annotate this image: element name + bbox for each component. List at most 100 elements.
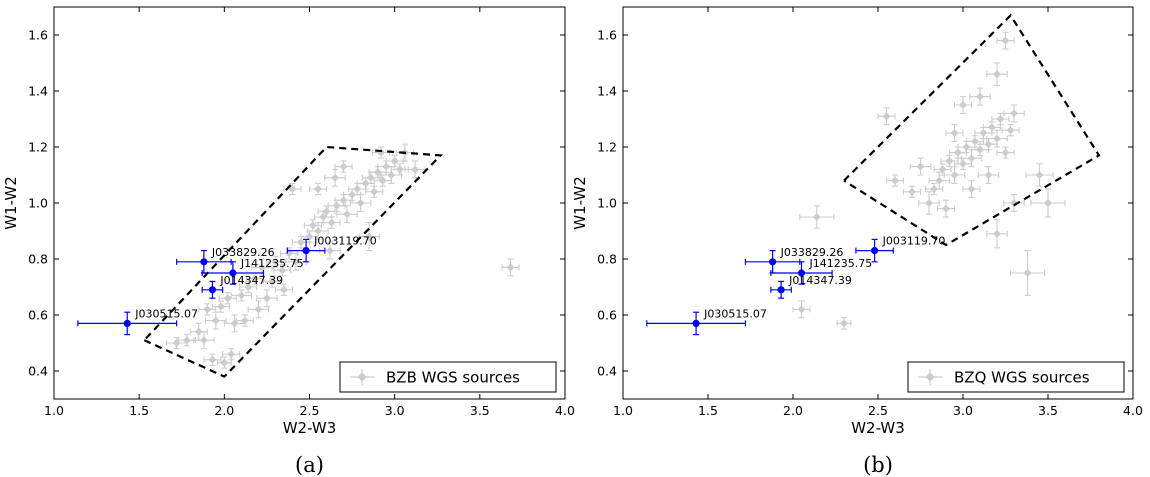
data-point	[953, 148, 962, 157]
data-point	[208, 355, 217, 364]
data-point	[244, 283, 253, 291]
data-point	[182, 336, 191, 345]
data-point	[382, 162, 391, 171]
data-point	[319, 213, 328, 221]
data-point	[891, 176, 899, 185]
data-point	[930, 185, 939, 193]
data-point	[1001, 36, 1010, 45]
y-tick-label: 1.2	[597, 140, 617, 155]
data-point	[123, 319, 131, 327]
data-point	[291, 257, 300, 266]
axes-frame	[53, 6, 566, 400]
y-tick-label: 1.6	[28, 28, 48, 43]
data-point	[984, 140, 993, 149]
data-point	[506, 263, 515, 272]
point-label: J030515.07	[134, 307, 198, 320]
data-point	[302, 247, 310, 255]
data-point	[237, 291, 246, 300]
x-axis-label: W2-W3	[851, 419, 905, 437]
x-tick-label: 1.5	[129, 403, 149, 418]
x-tick-label: 1.0	[613, 403, 633, 418]
data-point	[976, 92, 984, 101]
data-point	[314, 227, 323, 235]
y-tick-label: 0.4	[597, 364, 617, 379]
data-point	[1001, 148, 1010, 157]
data-point	[339, 162, 348, 171]
x-tick-label: 1.0	[44, 403, 64, 418]
x-tick-label: 3.5	[470, 403, 490, 418]
x-tick-label: 3.0	[953, 403, 973, 418]
y-tick-label: 1.0	[28, 196, 48, 211]
data-point	[967, 154, 976, 163]
data-point	[797, 269, 806, 277]
data-point	[331, 173, 340, 182]
data-point	[366, 173, 375, 182]
data-point	[769, 258, 777, 266]
data-point	[216, 302, 225, 311]
data-point	[370, 187, 379, 196]
y-axis-label: W1-W2	[2, 176, 20, 230]
data-point	[916, 162, 925, 171]
data-point	[278, 266, 287, 275]
data-point	[692, 319, 700, 327]
data-point	[305, 232, 314, 241]
data-point	[993, 229, 1001, 238]
y-tick-label: 0.6	[28, 308, 48, 323]
point-label: J033829.26	[780, 246, 844, 259]
data-point	[203, 305, 212, 314]
data-point	[882, 112, 891, 121]
data-point	[220, 358, 229, 367]
data-point	[257, 263, 266, 272]
data-point	[327, 218, 336, 227]
data-point	[942, 204, 950, 213]
data-point	[211, 316, 220, 325]
data-point	[268, 277, 277, 286]
data-point	[387, 171, 396, 179]
point-label: J014347.39	[788, 274, 852, 287]
data-point	[325, 246, 334, 255]
data-point	[194, 327, 203, 336]
selection-region	[843, 13, 1101, 247]
point-label: J033829.26	[211, 246, 275, 259]
y-tick-label: 0.8	[28, 252, 48, 267]
data-point	[976, 145, 984, 154]
data-point	[871, 247, 879, 255]
data-point	[840, 319, 848, 328]
y-tick-label: 0.6	[597, 308, 617, 323]
data-point	[348, 190, 357, 199]
x-axis-label: W2-W3	[283, 419, 337, 437]
data-point	[314, 185, 323, 193]
legend: BZQ WGS sources	[907, 361, 1125, 393]
data-point	[227, 350, 236, 359]
data-point	[812, 213, 821, 221]
data-point	[373, 168, 382, 177]
x-tick-label: 4.0	[555, 403, 575, 418]
data-point	[979, 129, 988, 137]
data-point	[200, 258, 208, 266]
data-point	[308, 221, 317, 230]
data-point	[938, 165, 947, 174]
y-tick-label: 1.6	[597, 28, 617, 43]
data-point	[322, 207, 331, 216]
data-point	[240, 316, 249, 325]
data-point	[1044, 199, 1052, 207]
data-point	[959, 159, 967, 168]
data-point	[254, 305, 263, 314]
y-tick-label: 1.2	[28, 140, 48, 155]
data-point	[339, 196, 348, 205]
y-tick-label: 1.4	[597, 84, 617, 99]
data-point	[935, 176, 944, 185]
data-point	[223, 294, 232, 303]
y-axis-label: W1-W2	[571, 176, 589, 230]
data-point	[1010, 109, 1018, 118]
data-point	[908, 187, 916, 196]
data-point	[411, 165, 420, 174]
x-tick-label: 4.0	[1123, 403, 1143, 418]
data-point	[353, 185, 362, 193]
data-point	[970, 137, 979, 146]
panel-caption: (b)	[863, 453, 893, 477]
x-tick-label: 2.5	[300, 403, 320, 418]
data-point	[250, 274, 259, 283]
data-point	[1023, 269, 1032, 277]
